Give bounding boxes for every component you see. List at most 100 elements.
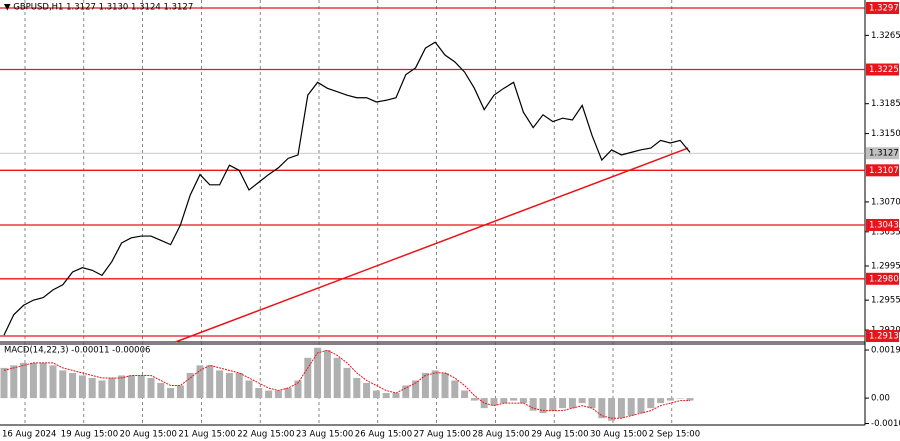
histogram-bar bbox=[216, 370, 224, 399]
histogram-bar bbox=[255, 388, 263, 399]
x-tick-label: 27 Aug 15:00 bbox=[414, 430, 471, 440]
x-tick-label: 20 Aug 15:00 bbox=[120, 430, 177, 440]
price-line bbox=[3, 41, 691, 336]
histogram-bar bbox=[186, 372, 194, 399]
histogram-bar bbox=[617, 398, 625, 419]
current-price-box bbox=[866, 147, 899, 160]
histogram-bar bbox=[206, 365, 214, 399]
x-tick-label: 30 Aug 15:00 bbox=[590, 430, 647, 440]
histogram-bar bbox=[333, 357, 341, 399]
histogram-bar bbox=[343, 367, 351, 399]
histogram-bar bbox=[127, 375, 135, 399]
histogram-bar bbox=[666, 398, 674, 401]
x-tick-label: 26 Aug 15:00 bbox=[355, 430, 412, 440]
x-tick-label: 21 Aug 15:00 bbox=[178, 430, 235, 440]
histogram-bar bbox=[372, 390, 380, 399]
chart-title: ▼ GBPUSD,H1 1.3127 1.3130 1.3124 1.3127 bbox=[4, 3, 193, 13]
level-box bbox=[866, 2, 899, 15]
x-tick-label: 29 Aug 15:00 bbox=[531, 430, 588, 440]
histogram-bar bbox=[500, 398, 508, 404]
x-tick-label: 2 Sep 15:00 bbox=[649, 430, 700, 440]
histogram-bar bbox=[392, 393, 400, 399]
histogram-bar bbox=[461, 390, 469, 399]
histogram-bar bbox=[421, 372, 429, 399]
histogram-bar bbox=[0, 367, 8, 399]
level-box bbox=[866, 330, 899, 343]
histogram-bar bbox=[176, 385, 184, 399]
histogram-bar bbox=[382, 393, 390, 399]
histogram-bar bbox=[588, 398, 596, 409]
y-tick-label: 1.3035 bbox=[871, 227, 900, 237]
histogram-bar bbox=[88, 377, 96, 399]
histogram-bar bbox=[284, 388, 292, 399]
histogram-bar bbox=[608, 398, 616, 421]
trendline bbox=[175, 147, 689, 343]
histogram-bar bbox=[510, 398, 518, 401]
level-label: 1.3225 bbox=[869, 65, 899, 75]
histogram-bar bbox=[245, 380, 253, 399]
histogram-bar bbox=[529, 398, 537, 411]
histogram-bar bbox=[363, 382, 371, 399]
histogram-bar bbox=[137, 375, 145, 399]
histogram-bar bbox=[49, 365, 57, 399]
histogram-bar bbox=[265, 390, 273, 399]
histogram-bar bbox=[490, 398, 498, 406]
histogram-bar bbox=[147, 377, 155, 399]
histogram-bar bbox=[274, 390, 282, 399]
level-label: 1.3043 bbox=[869, 220, 899, 230]
histogram-bar bbox=[412, 380, 420, 399]
x-tick-label: 22 Aug 15:00 bbox=[237, 430, 294, 440]
level-label: 1.2980 bbox=[869, 274, 899, 284]
histogram-bar bbox=[235, 372, 243, 399]
histogram-bar bbox=[578, 398, 586, 404]
histogram-bar bbox=[314, 347, 322, 399]
histogram-bar bbox=[294, 380, 302, 399]
level-label: 1.2913 bbox=[869, 332, 899, 342]
histogram-bar bbox=[353, 377, 361, 399]
histogram-bar bbox=[549, 398, 557, 411]
histogram-bar bbox=[519, 398, 527, 404]
histogram-bar bbox=[304, 357, 312, 399]
histogram-bar bbox=[431, 370, 439, 399]
y-tick-label: 1.3150 bbox=[871, 129, 900, 139]
histogram-bar bbox=[647, 398, 655, 409]
level-label: 1.3297 bbox=[869, 4, 899, 14]
histogram-bar bbox=[29, 362, 37, 399]
histogram-bar bbox=[225, 372, 233, 399]
y-tick-label: -0.00101 bbox=[871, 419, 900, 429]
x-tick-label: 28 Aug 15:00 bbox=[472, 430, 529, 440]
histogram-bar bbox=[568, 398, 576, 409]
level-box bbox=[866, 272, 899, 285]
histogram-bar bbox=[480, 398, 488, 409]
histogram-bar bbox=[402, 385, 410, 399]
macd-title: MACD(14,22,3) -0.00011 -0.00006 bbox=[4, 346, 150, 356]
histogram-bar bbox=[118, 375, 126, 399]
histogram-bar bbox=[598, 398, 606, 419]
signal-line bbox=[3, 349, 690, 419]
histogram-bar bbox=[157, 382, 165, 399]
histogram-bar bbox=[451, 380, 459, 399]
histogram-bar bbox=[539, 398, 547, 414]
histogram-bar bbox=[637, 398, 645, 414]
level-label: 1.3107 bbox=[869, 166, 899, 176]
histogram-bar bbox=[676, 398, 684, 399]
x-tick-label: 23 Aug 15:00 bbox=[296, 430, 353, 440]
level-box bbox=[866, 63, 899, 76]
y-tick-label: 1.2995 bbox=[871, 261, 900, 271]
histogram-bar bbox=[59, 370, 67, 399]
histogram-bar bbox=[78, 375, 86, 399]
histogram-bar bbox=[686, 398, 694, 401]
y-tick-label: 1.3185 bbox=[871, 99, 900, 109]
histogram-bar bbox=[108, 377, 116, 399]
histogram-bar bbox=[20, 362, 28, 399]
histogram-bar bbox=[98, 380, 106, 399]
histogram-bar bbox=[470, 398, 478, 401]
histogram-bar bbox=[323, 350, 331, 399]
level-box bbox=[866, 164, 899, 177]
histogram-bar bbox=[69, 372, 77, 399]
x-tick-label: 19 Aug 15:00 bbox=[61, 430, 118, 440]
level-box bbox=[866, 218, 899, 231]
y-tick-label: 1.2955 bbox=[871, 296, 900, 306]
